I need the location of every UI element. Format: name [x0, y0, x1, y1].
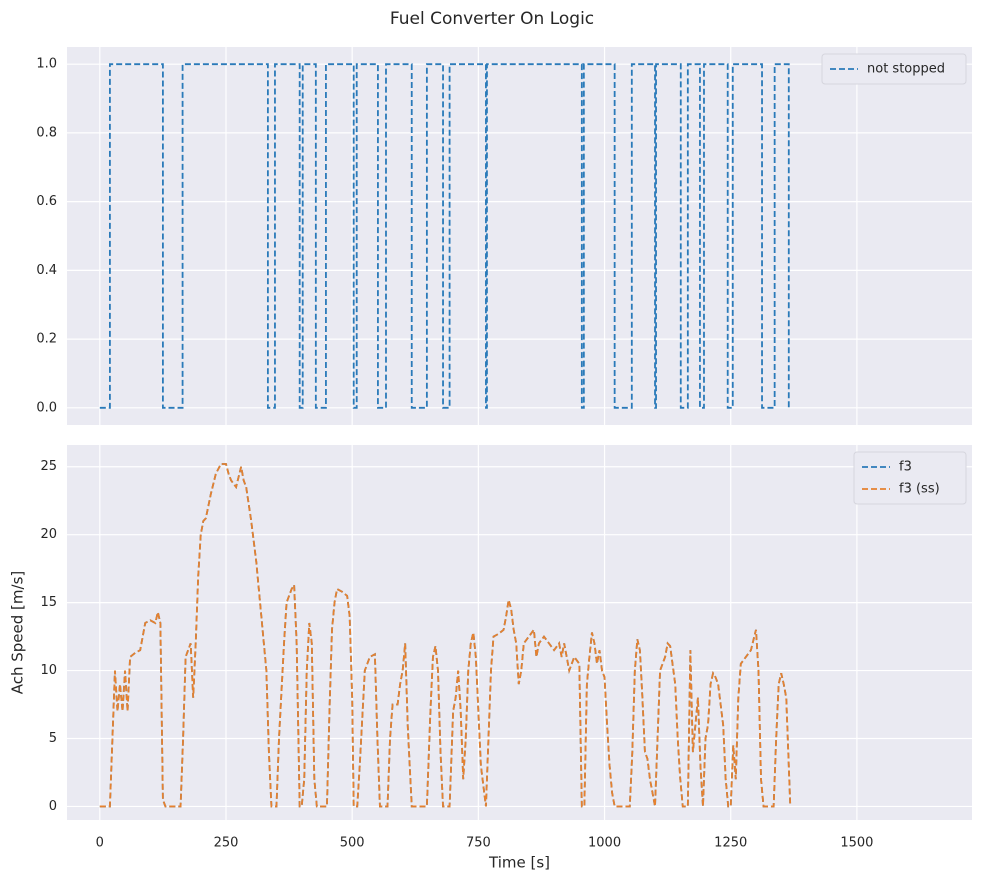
legend-label: f3 (ss): [899, 482, 940, 497]
y-tick-label: 0.4: [36, 263, 57, 278]
y-tick-label: 15: [40, 595, 57, 610]
x-axis-label: Time [s]: [488, 854, 550, 872]
y-tick-label: 0: [49, 799, 57, 814]
data-line: [99, 63, 791, 409]
legend-box: [853, 451, 967, 505]
x-tick-label: 1000: [588, 836, 621, 851]
x-tick-label: 0: [96, 836, 104, 851]
y-tick-label: 0.8: [36, 125, 57, 140]
legend-label: f3: [899, 460, 912, 475]
y-tick-label: 20: [40, 527, 57, 542]
legend-label: not stopped: [867, 62, 945, 77]
y-tick-label: 1.0: [36, 57, 57, 72]
plot-area: [67, 47, 972, 425]
legend-box: [821, 53, 967, 85]
data-line: [99, 463, 792, 808]
x-tick-label: 1500: [840, 836, 873, 851]
figure-title: Fuel Converter On Logic: [390, 9, 594, 29]
y-axis-label: Ach Speed [m/s]: [9, 571, 27, 695]
x-tick-label: 1250: [714, 836, 747, 851]
y-tick-label: 10: [40, 663, 57, 678]
x-tick-label: 250: [214, 836, 239, 851]
y-tick-label: 0.0: [36, 400, 57, 415]
plot-area: [67, 445, 972, 820]
y-tick-label: 0.6: [36, 194, 57, 209]
y-tick-label: 5: [49, 731, 57, 746]
y-tick-label: 0.2: [36, 332, 57, 347]
y-tick-label: 25: [40, 459, 57, 474]
x-tick-label: 500: [340, 836, 365, 851]
x-tick-label: 750: [466, 836, 491, 851]
